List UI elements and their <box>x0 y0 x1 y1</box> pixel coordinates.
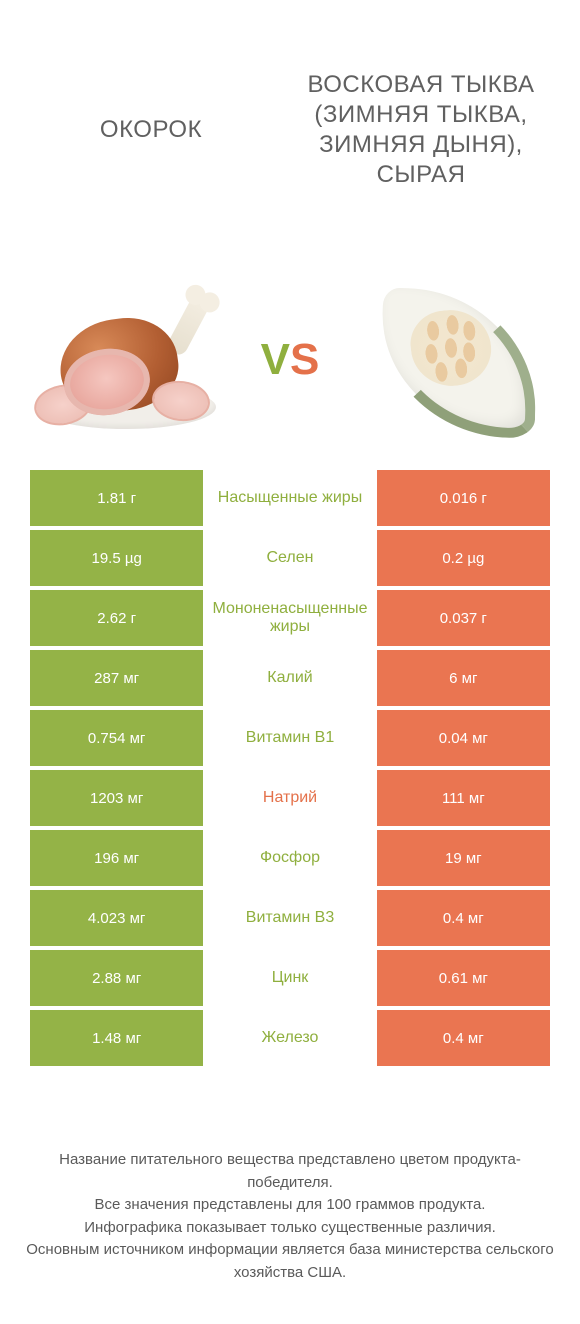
right-value: 0.2 µg <box>377 530 550 586</box>
comparison-table: 1.81 гНасыщенные жиры0.016 г19.5 µgСелен… <box>0 460 580 1066</box>
nutrient-label: Железо <box>203 1010 376 1066</box>
footer-notes: Название питательного вещества представл… <box>0 1149 580 1284</box>
table-row: 1.48 мгЖелезо0.4 мг <box>30 1010 550 1066</box>
nutrient-label: Селен <box>203 530 376 586</box>
table-row: 0.754 мгВитамин B10.04 мг <box>30 710 550 766</box>
vs-s-letter: S <box>290 335 319 385</box>
vs-badge: VS <box>244 314 336 406</box>
left-value: 19.5 µg <box>30 530 203 586</box>
titles-row: Окорок Восковая тыква (зимняя тыква, зим… <box>0 0 580 260</box>
right-value: 0.037 г <box>377 590 550 646</box>
nutrient-label: Мононенасыщенные жиры <box>203 590 376 646</box>
left-title: Окорок <box>20 115 282 145</box>
left-value: 196 мг <box>30 830 203 886</box>
right-value: 111 мг <box>377 770 550 826</box>
nutrient-label: Витамин B3 <box>203 890 376 946</box>
nutrient-label: Калий <box>203 650 376 706</box>
right-title: Восковая тыква (зимняя тыква, зимняя дын… <box>282 70 560 190</box>
right-value: 0.4 мг <box>377 1010 550 1066</box>
left-food-image <box>20 270 234 450</box>
footer-line: Все значения представлены для 100 граммо… <box>20 1194 560 1217</box>
table-row: 19.5 µgСелен0.2 µg <box>30 530 550 586</box>
table-row: 4.023 мгВитамин B30.4 мг <box>30 890 550 946</box>
footer-line: Название питательного вещества представл… <box>20 1149 560 1194</box>
left-value: 1.81 г <box>30 470 203 526</box>
table-row: 196 мгФосфор19 мг <box>30 830 550 886</box>
left-value: 1.48 мг <box>30 1010 203 1066</box>
left-value: 4.023 мг <box>30 890 203 946</box>
left-value: 0.754 мг <box>30 710 203 766</box>
nutrient-label: Фосфор <box>203 830 376 886</box>
right-value: 6 мг <box>377 650 550 706</box>
nutrient-label: Витамин B1 <box>203 710 376 766</box>
nutrient-label: Натрий <box>203 770 376 826</box>
table-row: 1203 мгНатрий111 мг <box>30 770 550 826</box>
right-value: 0.4 мг <box>377 890 550 946</box>
right-value: 0.61 мг <box>377 950 550 1006</box>
right-value: 0.04 мг <box>377 710 550 766</box>
gourd-icon <box>363 280 543 440</box>
right-food-image <box>346 270 560 450</box>
left-value: 2.88 мг <box>30 950 203 1006</box>
left-value: 287 мг <box>30 650 203 706</box>
nutrient-label: Насыщенные жиры <box>203 470 376 526</box>
table-row: 1.81 гНасыщенные жиры0.016 г <box>30 470 550 526</box>
footer-line: Основным источником информации является … <box>20 1239 560 1284</box>
vs-v-letter: V <box>261 335 290 385</box>
table-row: 2.88 мгЦинк0.61 мг <box>30 950 550 1006</box>
left-value: 1203 мг <box>30 770 203 826</box>
footer-line: Инфографика показывает только существенн… <box>20 1217 560 1240</box>
table-row: 287 мгКалий6 мг <box>30 650 550 706</box>
right-value: 0.016 г <box>377 470 550 526</box>
ham-icon <box>32 285 222 435</box>
right-value: 19 мг <box>377 830 550 886</box>
left-value: 2.62 г <box>30 590 203 646</box>
table-row: 2.62 гМононенасыщенные жиры0.037 г <box>30 590 550 646</box>
nutrient-label: Цинк <box>203 950 376 1006</box>
vs-row: VS <box>0 260 580 460</box>
